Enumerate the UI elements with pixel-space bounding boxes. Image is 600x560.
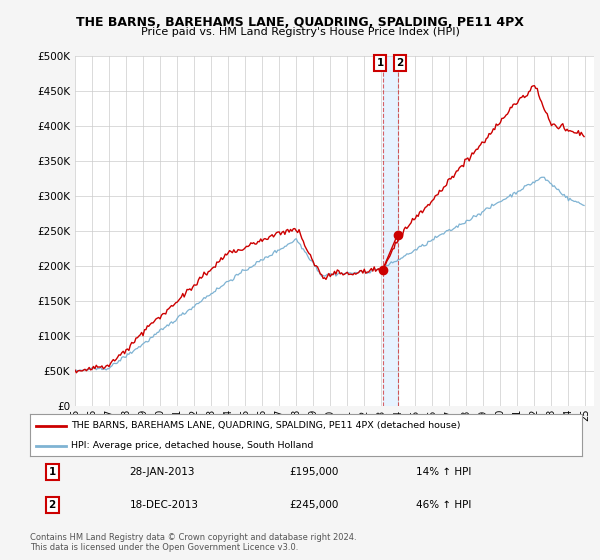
Text: 18-DEC-2013: 18-DEC-2013 (130, 500, 199, 510)
Text: 2: 2 (397, 58, 404, 68)
Text: 46% ↑ HPI: 46% ↑ HPI (416, 500, 472, 510)
Text: Price paid vs. HM Land Registry's House Price Index (HPI): Price paid vs. HM Land Registry's House … (140, 27, 460, 37)
Text: THE BARNS, BAREHAMS LANE, QUADRING, SPALDING, PE11 4PX (detached house): THE BARNS, BAREHAMS LANE, QUADRING, SPAL… (71, 421, 461, 430)
Text: £245,000: £245,000 (289, 500, 339, 510)
Text: THE BARNS, BAREHAMS LANE, QUADRING, SPALDING, PE11 4PX: THE BARNS, BAREHAMS LANE, QUADRING, SPAL… (76, 16, 524, 29)
Text: This data is licensed under the Open Government Licence v3.0.: This data is licensed under the Open Gov… (30, 543, 298, 552)
Text: Contains HM Land Registry data © Crown copyright and database right 2024.: Contains HM Land Registry data © Crown c… (30, 533, 356, 542)
Text: 1: 1 (49, 467, 56, 477)
Text: 1: 1 (376, 58, 384, 68)
Text: 14% ↑ HPI: 14% ↑ HPI (416, 467, 472, 477)
Text: £195,000: £195,000 (289, 467, 339, 477)
Text: 28-JAN-2013: 28-JAN-2013 (130, 467, 195, 477)
Text: 2: 2 (49, 500, 56, 510)
Text: HPI: Average price, detached house, South Holland: HPI: Average price, detached house, Sout… (71, 441, 314, 450)
Bar (383, 56, 398, 406)
